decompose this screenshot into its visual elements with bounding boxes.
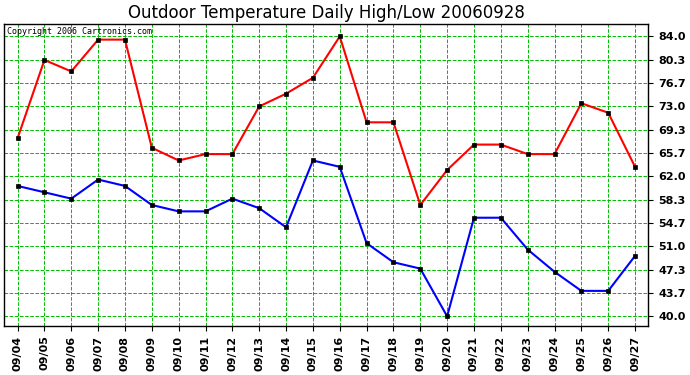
Title: Outdoor Temperature Daily High/Low 20060928: Outdoor Temperature Daily High/Low 20060… [128, 4, 525, 22]
Text: Copyright 2006 Cartronics.com: Copyright 2006 Cartronics.com [8, 27, 152, 36]
